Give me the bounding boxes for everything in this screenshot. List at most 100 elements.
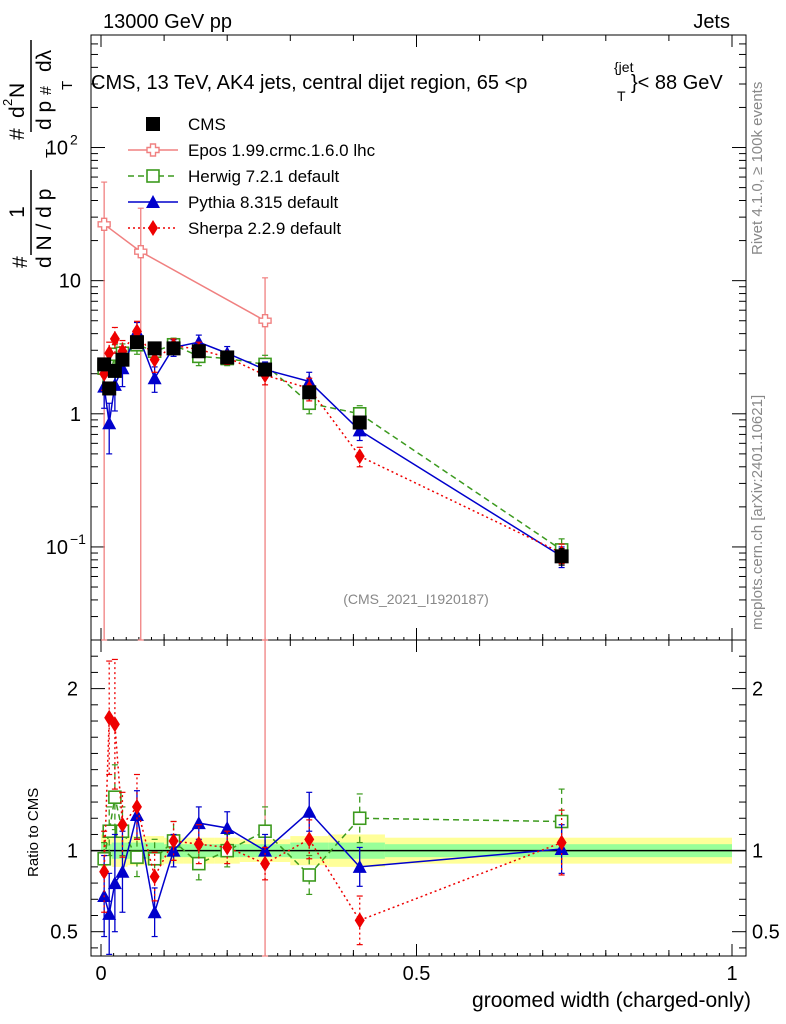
series-line	[103, 330, 562, 554]
data-point	[302, 804, 317, 818]
data-point	[108, 790, 122, 804]
series-pythia-ratio	[97, 790, 569, 955]
data-point	[102, 416, 117, 430]
ylabel-one: 1	[6, 206, 29, 218]
data-point	[129, 335, 144, 350]
series-line	[103, 329, 563, 557]
data-point	[99, 863, 110, 880]
data-point	[97, 217, 111, 232]
data-point	[97, 357, 112, 372]
data-point	[193, 836, 204, 853]
series-line	[103, 715, 562, 922]
data-point	[352, 811, 367, 826]
legend-marker	[148, 220, 158, 236]
data-point	[354, 448, 365, 465]
legend-label: Epos 1.99.crmc.1.6.0 lhc	[188, 141, 376, 160]
data-point	[131, 798, 142, 815]
y-tick-label-main: 10	[46, 537, 68, 559]
data-point	[147, 371, 162, 385]
y-tick-label-ratio: 2	[67, 679, 78, 701]
legend: CMS Epos 1.99.crmc.1.6.0 lhc Herwig 7.2.1 …	[128, 115, 376, 238]
ylabel-hash2: #	[6, 128, 29, 140]
ylabel-num: d	[6, 106, 29, 118]
header-right: Jets	[693, 11, 730, 33]
series-herwig-main	[97, 336, 569, 565]
ratio-panel-frame	[90, 639, 747, 957]
legend-entry-cms: CMS	[146, 115, 226, 134]
ylabel-denom-sub: T	[43, 149, 60, 158]
data-point	[352, 859, 367, 873]
plot-title-sub: T	[617, 88, 626, 104]
data-point	[304, 831, 315, 848]
ylabel-num-n: N	[6, 83, 29, 98]
data-point	[220, 350, 235, 365]
data-point	[168, 832, 179, 849]
y-axis-label-ratio: Ratio to CMS	[25, 788, 42, 877]
data-point	[302, 868, 317, 882]
y-tick-label-exp: 2	[70, 132, 78, 148]
plot-title-p: p	[516, 72, 527, 94]
data-point	[302, 385, 317, 400]
legend-label: Sherpa 2.2.9 default	[188, 219, 341, 238]
data-point	[149, 351, 160, 368]
series-pythia-main	[97, 321, 569, 569]
ylabel-d-pt: d p	[33, 101, 56, 130]
y-tick-label-exp: −1	[70, 531, 86, 547]
side-site-text: mcplots.cern.ch [arXiv:2401.10621]	[749, 395, 766, 630]
data-point	[191, 816, 206, 830]
data-point	[260, 855, 271, 872]
x-axis-label: groomed width (charged-only)	[472, 989, 751, 1012]
legend-label: Pythia 8.315 default	[188, 193, 339, 212]
data-point	[354, 912, 365, 929]
data-point	[166, 341, 181, 356]
data-point	[102, 906, 117, 920]
legend-entry-herwig: Herwig 7.2.1 default	[128, 167, 339, 186]
ylabel-hash3: #	[38, 86, 55, 95]
ylabel-num-sup: 2	[0, 99, 15, 106]
y-axis-label-main: # 1 d N / d p T # d 2 N d p T # dλ	[0, 40, 76, 268]
y-tick-label-ratio: 1	[67, 841, 78, 863]
data-point	[102, 381, 117, 396]
data-point	[147, 905, 162, 919]
data-point	[554, 549, 569, 564]
data-point	[149, 868, 160, 885]
legend-entry-sherpa: Sherpa 2.2.9 default	[128, 219, 341, 238]
y-tick-label-ratio: 0.5	[50, 922, 78, 944]
data-point	[134, 245, 148, 259]
legend-label: Herwig 7.2.1 default	[188, 167, 339, 186]
y-tick-label-main: 10	[59, 271, 81, 293]
ylabel-d-pt-sub: T	[59, 81, 76, 90]
series-layer	[97, 181, 569, 957]
data-point	[191, 344, 206, 359]
y-tick-label-ratio-right: 0.5	[752, 922, 780, 944]
data-point	[222, 839, 233, 856]
legend-marker	[146, 117, 160, 131]
ylabel-dlambda: dλ	[33, 49, 56, 72]
legend-marker	[146, 143, 160, 157]
x-tick-label: 1	[726, 963, 737, 985]
series-cms-main	[97, 335, 569, 566]
series-epos-main	[97, 181, 272, 641]
series-sherpa-main	[99, 320, 567, 565]
data-point	[130, 850, 144, 864]
y-tick-label-ratio-right: 2	[752, 679, 763, 701]
data-point	[220, 820, 235, 834]
y-tick-label-ratio-right: 1	[752, 841, 763, 863]
data-point	[352, 423, 367, 437]
data-point	[147, 341, 162, 356]
data-point	[117, 816, 128, 833]
series-sherpa-ratio	[99, 658, 567, 946]
plot-title: CMS, 13 TeV, AK4 jets, central dijet reg…	[91, 72, 527, 94]
ylabel-denom: d N / d p	[33, 189, 56, 268]
plot-title-post: }< 88 GeV	[631, 72, 723, 94]
analysis-watermark: (CMS_2021_I1920187)	[343, 591, 489, 607]
legend-entry-epos: Epos 1.99.crmc.1.6.0 lhc	[128, 141, 376, 160]
data-point	[109, 716, 120, 733]
data-point	[258, 362, 273, 377]
ylabel-hash1: #	[9, 256, 32, 268]
header-left: 13000 GeV pp	[103, 11, 232, 33]
plot-title-sup: {jet	[614, 59, 634, 75]
data-point	[104, 345, 115, 362]
